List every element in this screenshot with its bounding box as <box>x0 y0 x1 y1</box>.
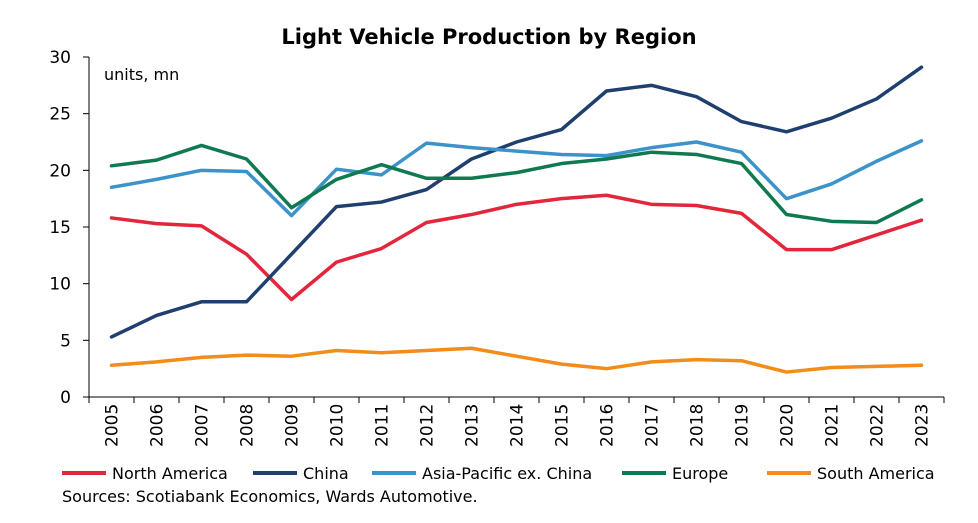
series-line-asia-pacific-ex-china <box>109 139 924 218</box>
x-tick-label: 2014 <box>508 404 528 447</box>
legend-label-europe: Europe <box>672 464 728 483</box>
x-tick-label: 2017 <box>643 404 663 447</box>
legend-label-asia-pacific-ex-china: Asia-Pacific ex. China <box>422 464 592 483</box>
legend-label-north-america: North America <box>112 464 228 483</box>
x-tick-label: 2011 <box>373 404 393 447</box>
x-tick-label: 2023 <box>913 404 933 447</box>
series-group <box>109 65 924 374</box>
x-tick-label: 2005 <box>103 404 123 447</box>
series-line-china <box>109 65 924 339</box>
x-tick-label: 2008 <box>238 404 258 447</box>
axes: 0 5 10 15 20 25 30 2005 2006 2007 2008 2009 2010 2011… <box>49 48 945 447</box>
x-tick-label: 2015 <box>553 404 573 447</box>
series-line-north-america <box>109 193 924 302</box>
x-tick-label: 2020 <box>778 404 798 447</box>
legend: North America China Asia-Pacific ex. China… <box>62 464 935 483</box>
y-tick-label: 25 <box>49 105 71 125</box>
x-tick-label: 2013 <box>463 404 483 447</box>
x-tick-label: 2021 <box>823 404 843 447</box>
x-tick-label: 2009 <box>283 404 303 447</box>
y-tick-label: 10 <box>49 275 71 295</box>
x-tick-label: 2022 <box>868 404 888 447</box>
legend-label-china: China <box>303 464 349 483</box>
y-tick-label: 5 <box>60 331 71 351</box>
legend-label-south-america: South America <box>817 464 935 483</box>
x-tick-label: 2006 <box>148 404 168 447</box>
x-tick-label: 2012 <box>418 404 438 447</box>
x-tick-label: 2010 <box>328 404 348 447</box>
unit-label: units, mn <box>104 65 179 84</box>
y-tick-label: 30 <box>49 48 71 68</box>
x-tick-label: 2007 <box>193 404 213 447</box>
y-tick-label: 0 <box>60 388 71 408</box>
x-tick-label: 2019 <box>733 404 753 447</box>
y-tick-label: 15 <box>49 218 71 238</box>
y-tick-label: 20 <box>49 161 71 181</box>
x-tick-label: 2016 <box>598 404 618 447</box>
source-note: Sources: Scotiabank Economics, Wards Aut… <box>62 487 478 506</box>
series-line-south-america <box>109 346 924 374</box>
series-line-europe <box>109 143 924 225</box>
chart-title: Light Vehicle Production by Region <box>281 25 696 49</box>
x-tick-label: 2018 <box>688 404 708 447</box>
